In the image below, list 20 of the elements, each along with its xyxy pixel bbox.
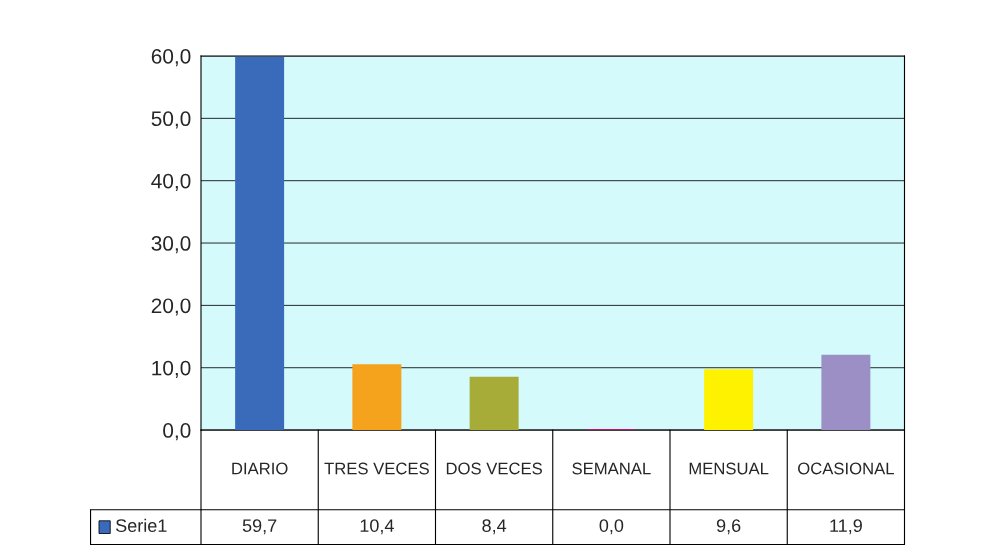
y-tick-label: 20,0	[151, 298, 191, 316]
x-tick-label: DIARIO	[232, 462, 288, 475]
x-tick-label: MENSUAL	[689, 462, 769, 475]
x-tick-label: TRES VECES	[324, 462, 429, 475]
y-tick-label: 40,0	[151, 173, 191, 191]
y-tick-label: 0,0	[163, 423, 191, 441]
y-tick-label: 10,0	[152, 360, 191, 378]
data-label: 9,6	[716, 519, 741, 535]
y-tick-label: 30,0	[151, 236, 191, 254]
data-label: 10,4	[360, 519, 394, 535]
y-tick-label: 60,0	[151, 49, 191, 67]
data-label: 0,0	[599, 519, 624, 535]
data-label: 8,4	[482, 519, 507, 535]
data-label: 11,9	[830, 519, 862, 535]
x-tick-label: SEMANAL	[572, 462, 651, 475]
y-tick-label: 50,0	[151, 111, 191, 129]
x-tick-label: DOS VECES	[446, 462, 542, 475]
data-label: 59,7	[242, 519, 277, 535]
x-tick-label: OCASIONAL	[798, 462, 894, 475]
legend-label: Serie1	[115, 518, 167, 532]
